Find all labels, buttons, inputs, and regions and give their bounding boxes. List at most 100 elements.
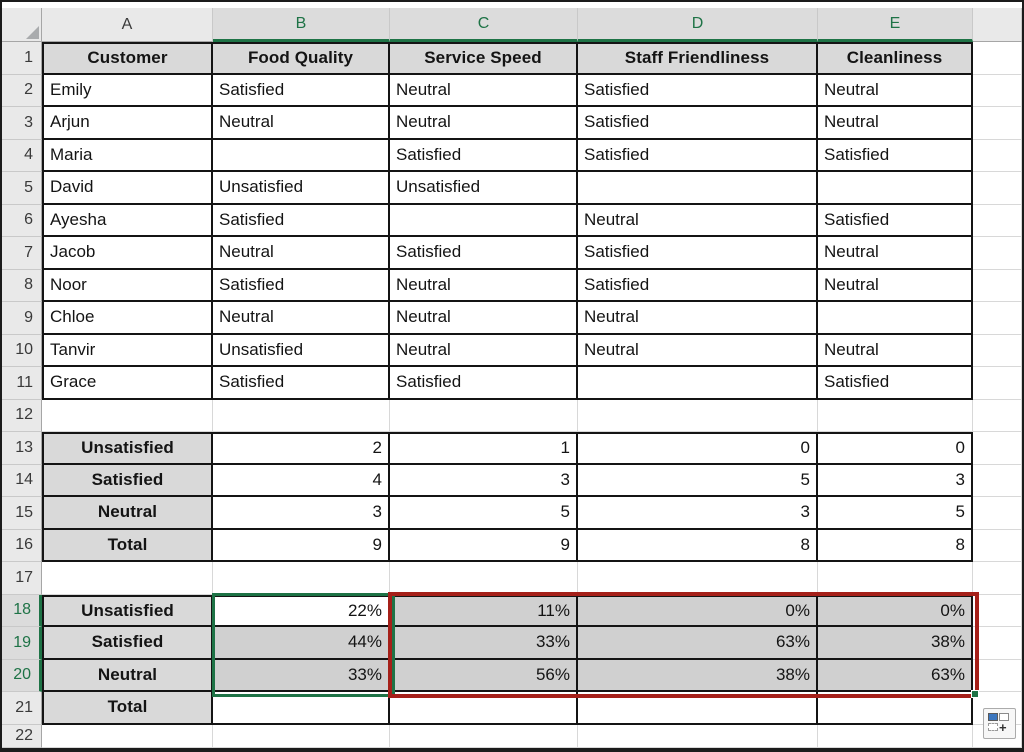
row-header-4[interactable]: 4 (2, 139, 42, 172)
cell-A7[interactable]: Jacob (42, 237, 213, 270)
cell-E11[interactable]: Satisfied (818, 367, 973, 400)
row-header-11[interactable]: 11 (2, 367, 42, 400)
row-header-6[interactable]: 6 (2, 204, 42, 237)
cell-A8[interactable]: Noor (42, 269, 213, 302)
auto-fill-options-button[interactable]: + (983, 708, 1016, 739)
cell-D17[interactable] (578, 562, 818, 595)
cell-A6[interactable]: Ayesha (42, 204, 213, 237)
cell-C10[interactable]: Neutral (390, 334, 578, 367)
row-header-10[interactable]: 10 (2, 334, 42, 367)
row-header-1[interactable]: 1 (2, 42, 42, 75)
cell-D10[interactable]: Neutral (578, 334, 818, 367)
cell-F11[interactable] (973, 367, 1022, 400)
column-header-C[interactable]: C (390, 8, 578, 42)
cell-F18[interactable] (973, 594, 1022, 627)
cell-F1[interactable] (973, 42, 1022, 75)
cell-B13[interactable]: 2 (213, 432, 390, 465)
column-header-F[interactable] (973, 8, 1022, 42)
cell-A22[interactable] (42, 724, 213, 748)
cell-A19[interactable]: Satisfied (42, 627, 213, 660)
row-header-12[interactable]: 12 (2, 399, 42, 432)
cell-F8[interactable] (973, 269, 1022, 302)
row-header-14[interactable]: 14 (2, 464, 42, 497)
cell-C20[interactable]: 56% (390, 659, 578, 692)
cell-E17[interactable] (818, 562, 973, 595)
cell-C22[interactable] (390, 724, 578, 748)
cell-A15[interactable]: Neutral (42, 497, 213, 530)
cell-E2[interactable]: Neutral (818, 74, 973, 107)
cell-E4[interactable]: Satisfied (818, 139, 973, 172)
cell-A17[interactable] (42, 562, 213, 595)
cell-E16[interactable]: 8 (818, 529, 973, 562)
cell-E20[interactable]: 63% (818, 659, 973, 692)
cell-C21[interactable] (390, 692, 578, 725)
cell-A21[interactable]: Total (42, 692, 213, 725)
cell-F5[interactable] (973, 172, 1022, 205)
cell-B3[interactable]: Neutral (213, 107, 390, 140)
cell-E19[interactable]: 38% (818, 627, 973, 660)
cell-D5[interactable] (578, 172, 818, 205)
cell-C8[interactable]: Neutral (390, 269, 578, 302)
cell-A5[interactable]: David (42, 172, 213, 205)
row-header-2[interactable]: 2 (2, 74, 42, 107)
cell-A4[interactable]: Maria (42, 139, 213, 172)
cell-F6[interactable] (973, 204, 1022, 237)
cell-B6[interactable]: Satisfied (213, 204, 390, 237)
cell-B10[interactable]: Unsatisfied (213, 334, 390, 367)
cell-C19[interactable]: 33% (390, 627, 578, 660)
cell-B22[interactable] (213, 724, 390, 748)
cell-F19[interactable] (973, 627, 1022, 660)
row-header-21[interactable]: 21 (2, 692, 42, 725)
column-header-E[interactable]: E (818, 8, 973, 42)
cell-E15[interactable]: 5 (818, 497, 973, 530)
cell-D20[interactable]: 38% (578, 659, 818, 692)
cell-E6[interactable]: Satisfied (818, 204, 973, 237)
row-header-15[interactable]: 15 (2, 497, 42, 530)
cell-D3[interactable]: Satisfied (578, 107, 818, 140)
cell-D21[interactable] (578, 692, 818, 725)
cell-F7[interactable] (973, 237, 1022, 270)
fill-handle[interactable] (971, 690, 979, 698)
cell-B19[interactable]: 44% (213, 627, 390, 660)
cell-A16[interactable]: Total (42, 529, 213, 562)
cell-A18[interactable]: Unsatisfied (42, 594, 213, 627)
cell-B1[interactable]: Food Quality (213, 42, 390, 75)
cell-C7[interactable]: Satisfied (390, 237, 578, 270)
cell-D18[interactable]: 0% (578, 594, 818, 627)
cell-F13[interactable] (973, 432, 1022, 465)
cell-C11[interactable]: Satisfied (390, 367, 578, 400)
cell-D22[interactable] (578, 724, 818, 748)
cell-C3[interactable]: Neutral (390, 107, 578, 140)
cell-C6[interactable] (390, 204, 578, 237)
cell-A9[interactable]: Chloe (42, 302, 213, 335)
row-header-9[interactable]: 9 (2, 302, 42, 335)
cell-E3[interactable]: Neutral (818, 107, 973, 140)
cell-D19[interactable]: 63% (578, 627, 818, 660)
cell-B9[interactable]: Neutral (213, 302, 390, 335)
row-header-13[interactable]: 13 (2, 432, 42, 465)
column-header-D[interactable]: D (578, 8, 818, 42)
cell-B15[interactable]: 3 (213, 497, 390, 530)
row-header-17[interactable]: 17 (2, 562, 42, 595)
cell-B12[interactable] (213, 399, 390, 432)
cell-B8[interactable]: Satisfied (213, 269, 390, 302)
cell-A12[interactable] (42, 399, 213, 432)
cell-F20[interactable] (973, 659, 1022, 692)
cell-D7[interactable]: Satisfied (578, 237, 818, 270)
cell-A20[interactable]: Neutral (42, 659, 213, 692)
cell-E21[interactable] (818, 692, 973, 725)
cell-D2[interactable]: Satisfied (578, 74, 818, 107)
cell-B5[interactable]: Unsatisfied (213, 172, 390, 205)
cell-B17[interactable] (213, 562, 390, 595)
row-header-18[interactable]: 18 (2, 594, 42, 627)
cell-E7[interactable]: Neutral (818, 237, 973, 270)
cell-C9[interactable]: Neutral (390, 302, 578, 335)
cell-A13[interactable]: Unsatisfied (42, 432, 213, 465)
cell-E12[interactable] (818, 399, 973, 432)
row-header-16[interactable]: 16 (2, 529, 42, 562)
cell-D8[interactable]: Satisfied (578, 269, 818, 302)
cell-D13[interactable]: 0 (578, 432, 818, 465)
row-header-3[interactable]: 3 (2, 107, 42, 140)
row-header-20[interactable]: 20 (2, 659, 42, 692)
cell-D4[interactable]: Satisfied (578, 139, 818, 172)
